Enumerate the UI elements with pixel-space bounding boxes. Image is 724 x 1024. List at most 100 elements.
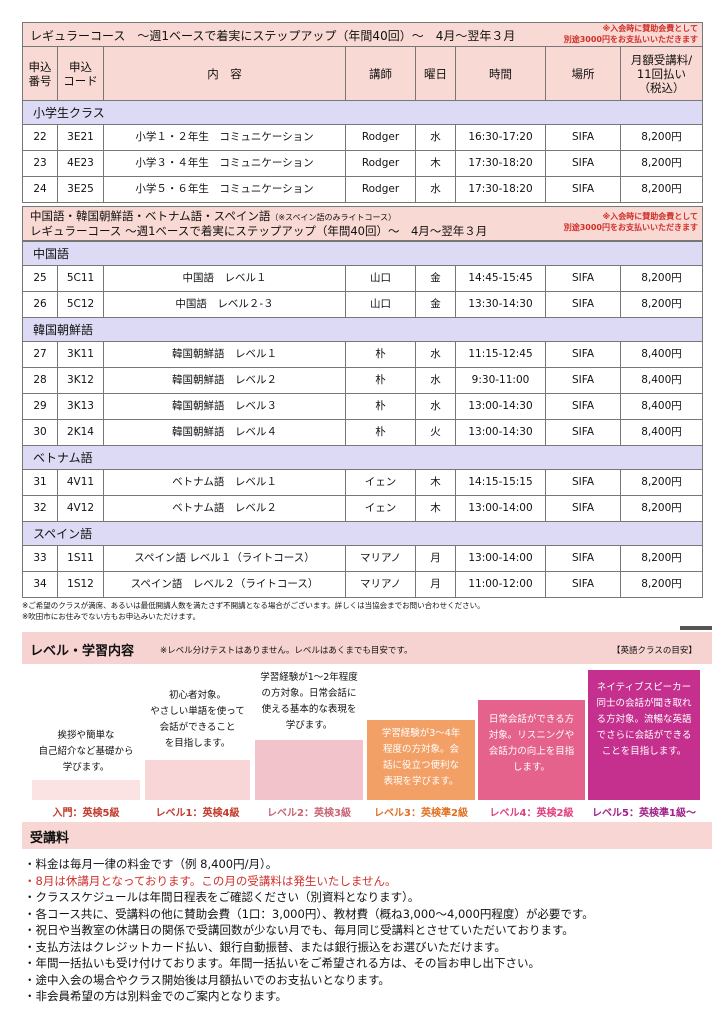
group-row: 中国語 <box>22 241 703 266</box>
fee-item: ・年間一括払いも受け付けております。年間一括払いをご希望される方は、その旨お申し… <box>24 956 540 970</box>
fee-item: ・8月は休講月となっております。この月の受講料は発生いたしません。 <box>24 873 397 888</box>
group-row: 小学生クラス <box>22 100 703 125</box>
note: ※入会時に賛助会費として 別途3000円をお支払いいただきます <box>500 23 698 45</box>
step-line: を目指します。 <box>164 738 231 749</box>
step-line: 使える基本的な表現を <box>261 704 357 715</box>
step-line: 挨拶や簡単な <box>57 730 115 741</box>
table-cell: 27 <box>22 341 58 368</box>
column-header: 内 容 <box>103 46 346 101</box>
table-cell: 32 <box>22 495 58 522</box>
table-cell: 3K13 <box>57 393 104 420</box>
step-line: 初心者対象。 <box>168 690 226 701</box>
table-cell: 8,200円 <box>620 495 703 522</box>
step-line: 会話力の向上を目指 <box>488 746 575 757</box>
table-cell: 30 <box>22 419 58 446</box>
step-line: やさしい単語を使って <box>150 706 245 717</box>
table-cell: 金 <box>415 265 456 292</box>
column-header: 場所 <box>545 46 621 101</box>
step-line: 同士の会話が聞き取れ <box>596 698 692 709</box>
group-row: スペイン語 <box>22 521 703 546</box>
table-cell: 8,200円 <box>620 469 703 496</box>
note-line: 別途3000円をお支払いいただきます <box>563 223 698 232</box>
decor-bar <box>680 626 712 630</box>
table-cell: SIFA <box>545 469 621 496</box>
table-cell: 5C12 <box>57 291 104 318</box>
note-line: 別途3000円をお支払いいただきます <box>563 35 698 44</box>
table-cell: 韓国朝鮮語 レベル３ <box>103 393 346 420</box>
table-cell: SIFA <box>545 265 621 292</box>
table-cell: 17:30-18:20 <box>455 150 546 177</box>
level-header <box>22 632 712 664</box>
table-cell: 水 <box>415 367 456 394</box>
fees-title: 受講料 <box>30 831 70 846</box>
table-cell: 28 <box>22 367 58 394</box>
header-line: （税込） <box>638 80 685 95</box>
table-cell: マリアノ <box>345 545 416 572</box>
section-title: 中国語・韓国朝鮮語・ベトナム語・スペイン語（※スペイン語のみライトコース） <box>30 208 396 224</box>
table-cell: イェン <box>345 469 416 496</box>
table-cell: マリアノ <box>345 571 416 598</box>
table-cell: 山口 <box>345 291 416 318</box>
step-line: ことを目指します。 <box>601 746 687 757</box>
section-header <box>22 206 703 241</box>
level-title: レベル・学習内容 <box>30 644 135 659</box>
table-cell: 小学３・４年生 コミュニケーション <box>103 150 346 177</box>
step-line: 会話ができること <box>159 722 236 733</box>
table-cell: 25 <box>22 265 58 292</box>
table-cell: 8,400円 <box>620 393 703 420</box>
table-cell: 火 <box>415 419 456 446</box>
column-header: 曜日 <box>415 46 456 101</box>
header-line: 番号 <box>28 73 52 88</box>
step-text: 初心者対象。やさしい単語を使って 会話ができること を目指します。 <box>145 688 250 752</box>
column-header: 申込 コード <box>57 46 104 101</box>
level-step <box>32 780 140 800</box>
table-cell: 13:00-14:00 <box>455 545 546 572</box>
fees-header <box>22 822 712 849</box>
fee-item: ・料金は毎月一律の料金です（例 8,400円/月）。 <box>24 857 278 871</box>
table-cell: 8,200円 <box>620 265 703 292</box>
step-line: ネイティブスピーカー <box>596 682 692 693</box>
table-cell: 3E21 <box>57 124 104 151</box>
step-line: 話に役立つ便利な <box>382 760 459 771</box>
fee-item: ・各コース共に、受講料の他に賛助会費（1口：3,000円）、教材費（概ね3,00… <box>24 906 594 921</box>
table-cell: Rodger <box>345 176 416 203</box>
table-cell: SIFA <box>545 367 621 394</box>
table-cell: 22 <box>22 124 58 151</box>
step-line: る方対象。流暢な英語 <box>596 714 692 725</box>
table-cell: 13:30-14:30 <box>455 291 546 318</box>
table-cell: 16:30-17:20 <box>455 124 546 151</box>
step-line: 学びます。 <box>285 720 333 731</box>
table-cell: 1S11 <box>57 545 104 572</box>
table-cell: 8,400円 <box>620 419 703 446</box>
table-cell: SIFA <box>545 393 621 420</box>
table-cell: 3K11 <box>57 341 104 368</box>
table-cell: SIFA <box>545 291 621 318</box>
table-cell: 34 <box>22 571 58 598</box>
table-cell: 3K12 <box>57 367 104 394</box>
step-text: 挨拶や簡単な 自己紹介など基礎から 学びます。 <box>32 728 140 776</box>
header-line: コード <box>63 73 98 88</box>
step-label: レベル5：英検準1級～ <box>592 808 696 819</box>
table-cell: 5C11 <box>57 265 104 292</box>
fee-item: ・クラススケジュールは年間日程表をご確認ください（別資料となります）。 <box>24 890 420 904</box>
step-label: レベル4：英検2級 <box>489 808 574 819</box>
header-line: 申込 <box>69 59 92 74</box>
step-line: 程度の方対象。会 <box>382 744 459 755</box>
table-cell: 3E25 <box>57 176 104 203</box>
table-cell: 水 <box>415 124 456 151</box>
table-cell: 朴 <box>345 341 416 368</box>
table-cell: 月 <box>415 571 456 598</box>
table-cell: 4E23 <box>57 150 104 177</box>
level-step <box>255 740 363 800</box>
table-cell: 水 <box>415 393 456 420</box>
step-line: の方対象。日常会話に <box>261 688 357 699</box>
table-cell: 山口 <box>345 265 416 292</box>
step-line: 対象。リスニングや <box>488 730 575 741</box>
level-step <box>145 760 250 800</box>
header-line: 申込 <box>28 59 52 74</box>
table-cell: SIFA <box>545 124 621 151</box>
table-cell: 8,200円 <box>620 176 703 203</box>
table-cell: 木 <box>415 150 456 177</box>
header-line: 講師 <box>369 66 392 81</box>
